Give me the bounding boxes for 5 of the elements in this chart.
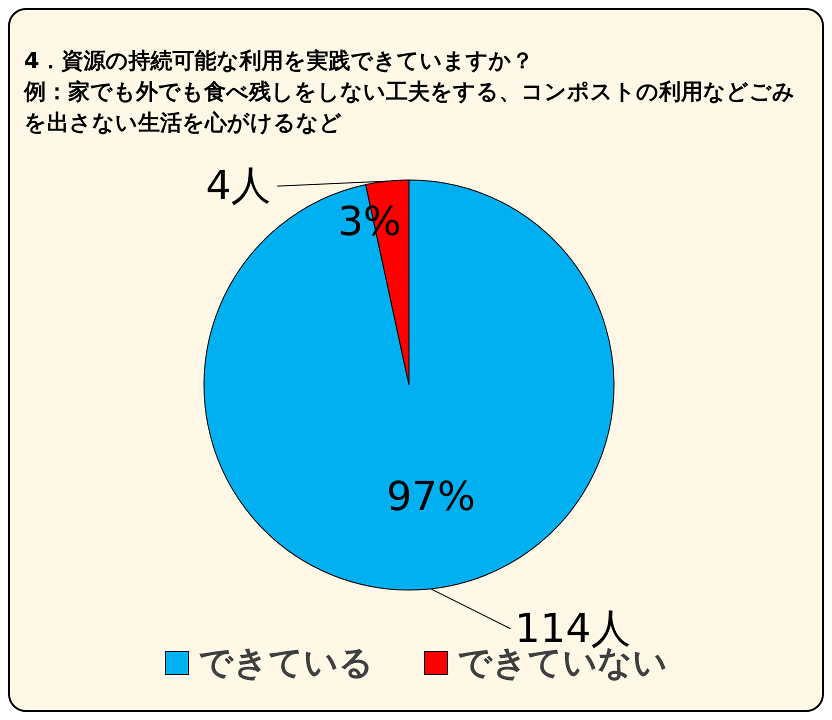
chart-subtitle: 例：家でも外でも食べ残しをしない工夫をする、コンポストの利用などごみを出さない生活を心がけるなど (24, 78, 796, 138)
legend-label: できている (198, 642, 374, 685)
data-label: 4人 (206, 163, 272, 210)
chart-title: 4．資源の持続可能な利用を実践できていますか？ (24, 48, 534, 76)
text: 97% (386, 474, 476, 520)
